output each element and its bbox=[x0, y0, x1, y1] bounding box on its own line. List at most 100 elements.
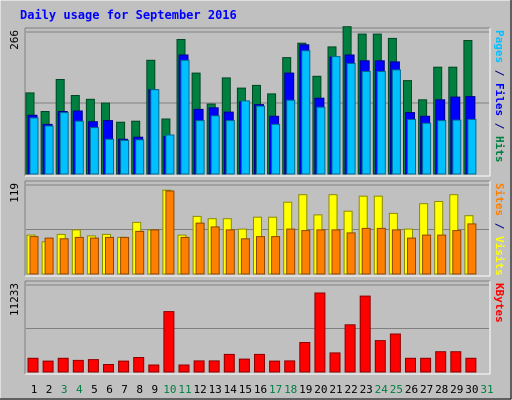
bar-sites-day-24 bbox=[376, 227, 386, 275]
day-label-15: 15 bbox=[239, 383, 252, 396]
bar-pages-day-29 bbox=[452, 119, 462, 175]
bar-pages-day-18 bbox=[286, 99, 296, 175]
axis-label-part: Hits bbox=[493, 136, 506, 163]
day-label-31: 31 bbox=[480, 383, 493, 396]
bar-pages-day-20 bbox=[316, 106, 326, 175]
bar-pages-day-1 bbox=[29, 117, 39, 175]
day-label-16: 16 bbox=[254, 383, 267, 396]
bar-sites-day-28 bbox=[437, 234, 447, 275]
bar-sites-day-1 bbox=[29, 236, 39, 275]
day-label-3: 3 bbox=[61, 383, 68, 396]
bar-sites-day-16 bbox=[256, 236, 265, 275]
bar-sites-day-4 bbox=[74, 236, 84, 275]
bar-sites-day-5 bbox=[89, 237, 99, 275]
bar-kbytes-day-3 bbox=[57, 357, 69, 373]
day-label-11: 11 bbox=[178, 383, 191, 396]
day-label-2: 2 bbox=[46, 383, 53, 396]
day-label-28: 28 bbox=[435, 383, 448, 396]
day-label-18: 18 bbox=[284, 383, 297, 396]
panel-top-axis-label: Pages / Files / Hits bbox=[493, 30, 506, 163]
bar-pages-day-25 bbox=[391, 69, 401, 175]
bar-kbytes-day-30 bbox=[465, 357, 477, 373]
bar-sites-day-2 bbox=[44, 237, 54, 275]
day-label-29: 29 bbox=[450, 383, 463, 396]
bar-pages-day-8 bbox=[135, 139, 145, 175]
day-label-14: 14 bbox=[224, 383, 238, 396]
bar-pages-day-2 bbox=[44, 125, 54, 175]
bar-sites-day-25 bbox=[391, 229, 401, 275]
axis-label-part: KBytes bbox=[493, 283, 506, 323]
bar-sites-day-22 bbox=[346, 232, 356, 275]
bar-pages-day-30 bbox=[467, 119, 477, 175]
day-label-8: 8 bbox=[136, 383, 143, 396]
bar-sites-day-30 bbox=[467, 223, 477, 275]
bar-kbytes-day-9 bbox=[148, 364, 160, 373]
bar-kbytes-day-4 bbox=[72, 359, 84, 373]
bar-kbytes-day-29 bbox=[450, 351, 462, 373]
bar-pages-day-5 bbox=[89, 127, 99, 175]
bar-pages-day-7 bbox=[120, 139, 130, 175]
bar-sites-day-18 bbox=[286, 228, 296, 275]
bar-kbytes-day-18 bbox=[284, 360, 296, 373]
day-label-1: 1 bbox=[31, 383, 38, 396]
bar-pages-day-3 bbox=[59, 112, 69, 175]
bar-kbytes-day-7 bbox=[118, 360, 130, 373]
series-sites bbox=[29, 190, 477, 275]
day-label-5: 5 bbox=[91, 383, 98, 396]
bar-sites-day-9 bbox=[150, 229, 160, 275]
axis-label-part: / bbox=[493, 216, 506, 236]
bar-pages-day-28 bbox=[437, 120, 447, 175]
bar-kbytes-day-6 bbox=[103, 364, 114, 373]
bar-kbytes-day-2 bbox=[42, 360, 54, 373]
chart-panels: 266 Pages / Files / Hits 119 Sites / Visits… bbox=[8, 26, 506, 375]
day-label-10: 10 bbox=[163, 383, 176, 396]
day-label-7: 7 bbox=[121, 383, 128, 396]
day-label-6: 6 bbox=[106, 383, 113, 396]
series-kbytes bbox=[27, 292, 477, 373]
day-label-23: 23 bbox=[360, 383, 373, 396]
day-label-9: 9 bbox=[151, 383, 158, 396]
day-label-27: 27 bbox=[420, 383, 433, 396]
bar-sites-day-8 bbox=[135, 230, 145, 275]
panel-middle-max-label: 119 bbox=[8, 183, 21, 203]
bar-kbytes-day-26 bbox=[405, 357, 416, 373]
bar-pages-day-11 bbox=[180, 59, 190, 175]
axis-label-part: Sites bbox=[493, 183, 506, 216]
bar-pages-day-27 bbox=[422, 122, 432, 175]
day-label-26: 26 bbox=[405, 383, 418, 396]
bar-pages-day-19 bbox=[301, 50, 311, 175]
day-label-13: 13 bbox=[209, 383, 222, 396]
bar-sites-day-23 bbox=[361, 227, 371, 275]
bar-pages-day-21 bbox=[331, 56, 341, 175]
bar-kbytes-day-27 bbox=[420, 357, 432, 373]
bar-kbytes-day-14 bbox=[223, 353, 235, 373]
panel-middle: 119 Sites / Visits bbox=[8, 180, 506, 277]
axis-label-part: Pages bbox=[493, 30, 506, 63]
bar-sites-day-10 bbox=[165, 190, 175, 275]
bar-pages-day-22 bbox=[346, 63, 356, 175]
bar-pages-day-9 bbox=[150, 89, 160, 175]
axis-label-part: / bbox=[493, 116, 506, 136]
bar-kbytes-day-23 bbox=[359, 295, 371, 373]
bar-kbytes-day-1 bbox=[27, 357, 39, 373]
bar-kbytes-day-20 bbox=[314, 292, 326, 373]
bar-sites-day-11 bbox=[180, 236, 190, 275]
panel-bottom-axis-label: KBytes bbox=[493, 283, 506, 323]
bar-sites-day-17 bbox=[271, 236, 281, 275]
day-label-19: 19 bbox=[299, 383, 312, 396]
day-label-12: 12 bbox=[193, 383, 206, 396]
bar-sites-day-14 bbox=[225, 229, 235, 275]
bar-sites-day-29 bbox=[452, 230, 462, 275]
day-label-22: 22 bbox=[344, 383, 357, 396]
bar-sites-day-12 bbox=[195, 222, 205, 275]
bar-sites-day-19 bbox=[301, 230, 311, 275]
bar-pages-day-26 bbox=[407, 119, 416, 175]
bar-pages-day-6 bbox=[105, 138, 114, 175]
panel-middle-axis-label: Sites / Visits bbox=[493, 183, 506, 276]
axis-label-part: Visits bbox=[493, 236, 506, 276]
bar-pages-day-14 bbox=[225, 120, 235, 175]
chart-title: Daily usage for September 2016 bbox=[20, 8, 237, 22]
bar-kbytes-day-16 bbox=[254, 353, 265, 373]
bar-pages-day-15 bbox=[240, 100, 250, 175]
bar-kbytes-day-22 bbox=[344, 324, 356, 373]
